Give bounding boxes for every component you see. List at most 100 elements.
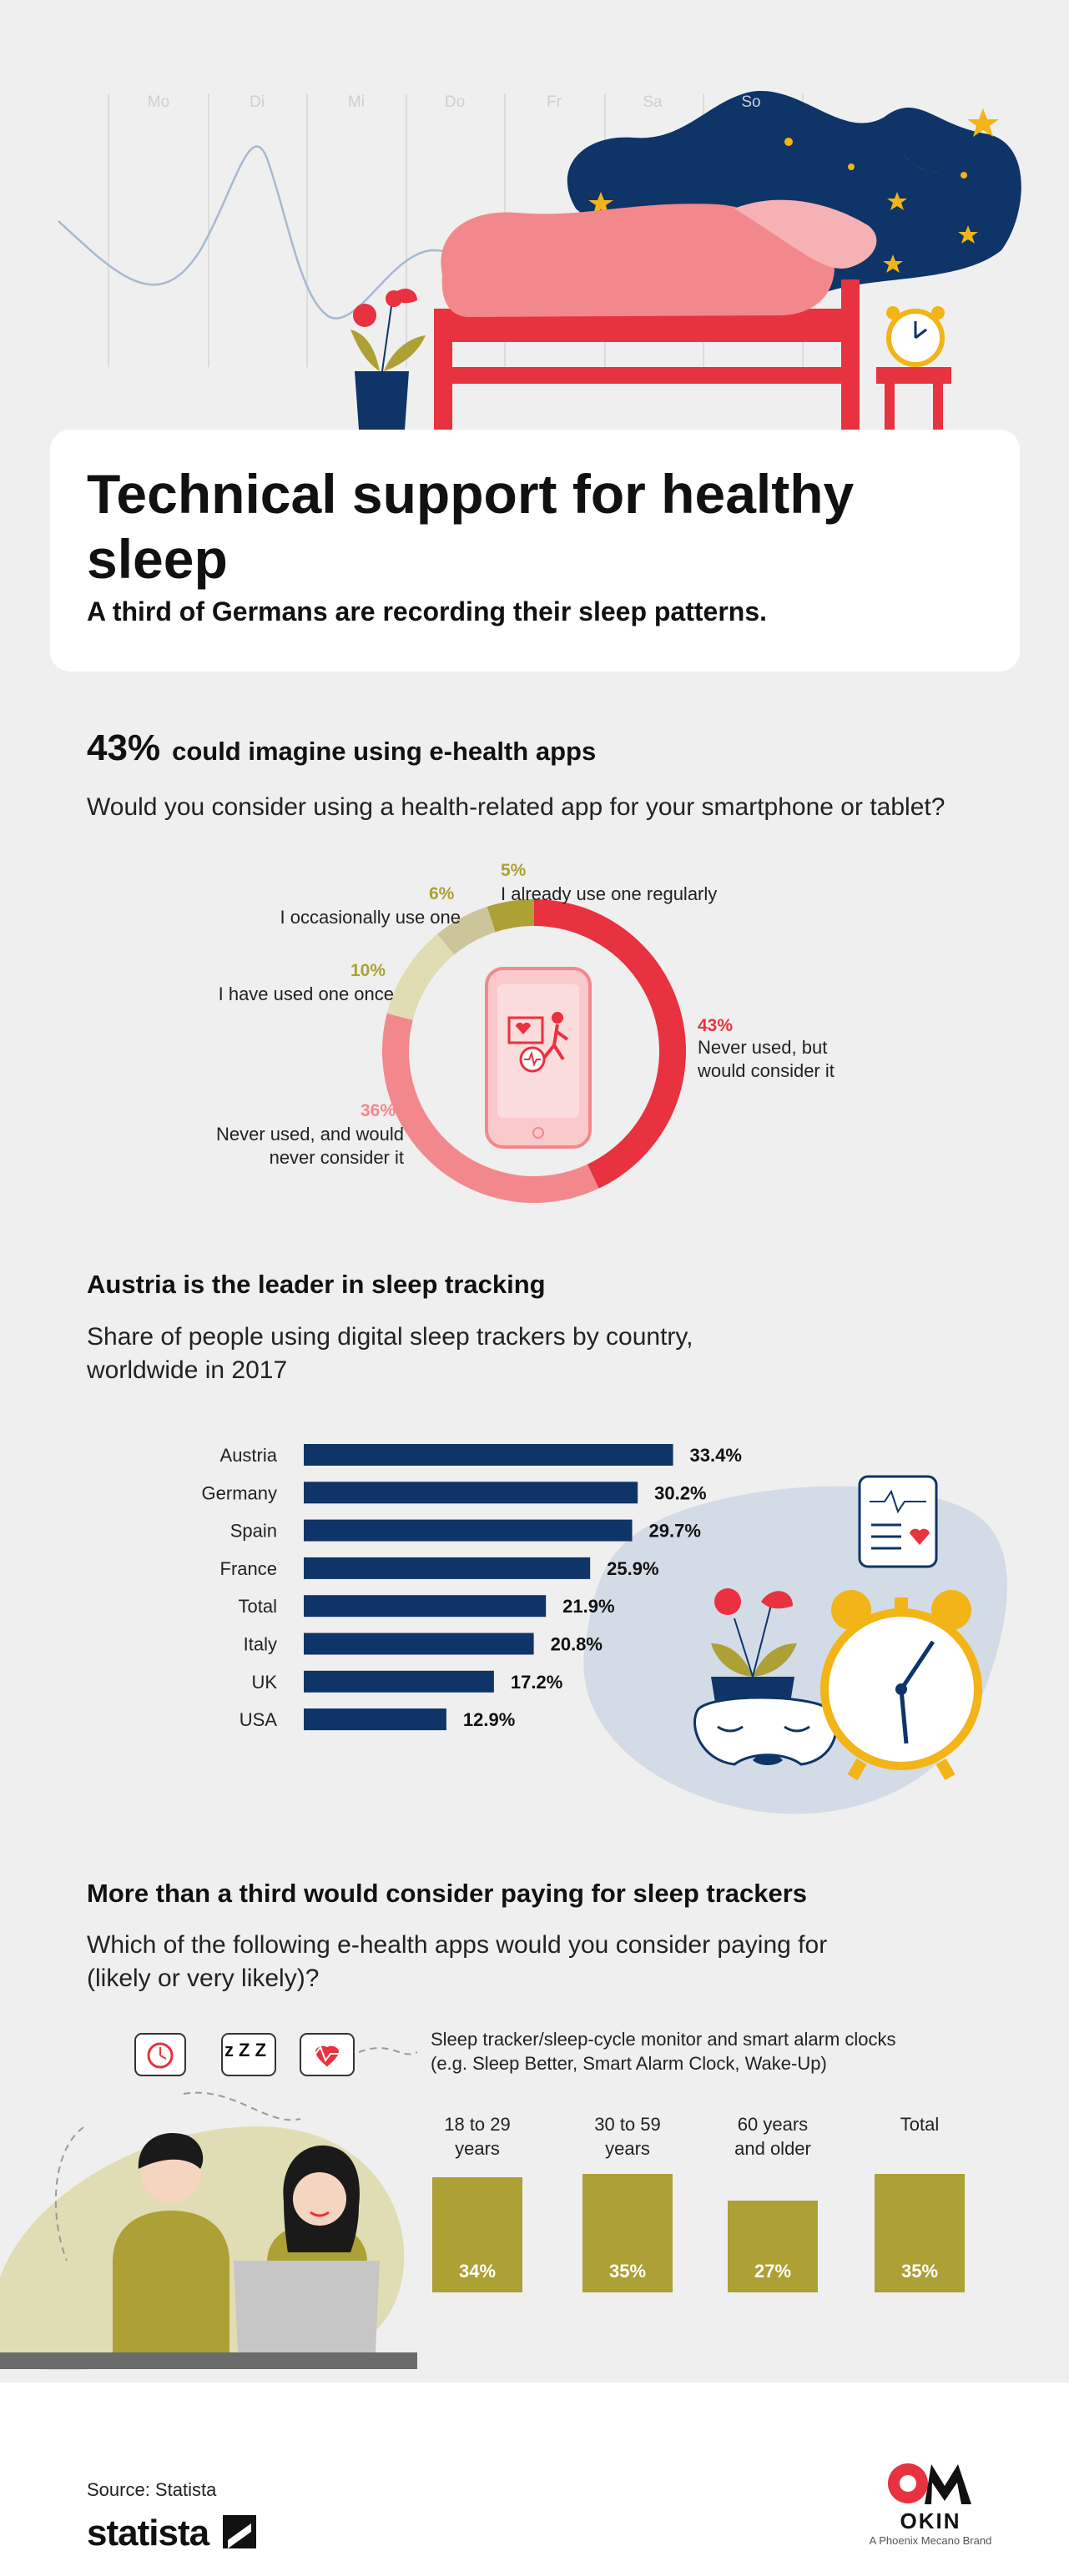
age-bar-value-label: 34%: [458, 2261, 497, 2282]
donut-slice: [534, 899, 686, 1189]
question-line: Share of people using digital sleep trac…: [87, 1323, 693, 1351]
slice-percent: 36%: [361, 1101, 396, 1120]
bar: [304, 1595, 547, 1618]
section-heading: 43% could imagine using e-health apps: [87, 727, 596, 769]
headline-percent: 43%: [87, 727, 161, 768]
nightstand: [876, 306, 951, 434]
question-text: Share of people using digital sleep trac…: [87, 1321, 693, 1387]
bar-category-label: Germany: [202, 1482, 277, 1503]
slice-label: I have used one once: [218, 984, 394, 1004]
statista-logo-text: statista: [87, 2513, 209, 2553]
age-group-label: 18 to 29 years: [419, 2112, 536, 2161]
bar: [304, 1444, 673, 1466]
age-group-label: 60 years and older: [714, 2112, 831, 2161]
bar-value-label: 25.9%: [607, 1558, 658, 1579]
question-line: (likely or very likely)?: [87, 1965, 320, 1992]
donut-chart: [382, 899, 686, 1203]
bar: [304, 1708, 446, 1731]
section-heading: Austria is the leader in sleep tracking: [87, 1270, 546, 1299]
sub-chart-title-line: (e.g. Sleep Better, Smart Alarm Clock, W…: [431, 2053, 827, 2074]
plant: [350, 288, 426, 430]
sleep-curve-line: [58, 145, 477, 319]
slice-percent: 10%: [350, 961, 386, 980]
age-group-label-line: Total: [900, 2114, 940, 2135]
slice-percent: 43%: [698, 1016, 734, 1035]
bar: [304, 1482, 638, 1504]
slice-percent: 6%: [429, 884, 455, 903]
slice-label: Never used, and would never consider it: [215, 1124, 404, 1168]
sub-chart-title: Sleep tracker/sleep-cycle monitor and sm…: [431, 2027, 896, 2075]
donut-slice: [382, 1013, 599, 1203]
headline-text: could imagine using e-health apps: [172, 737, 597, 766]
day-label: So: [741, 93, 761, 111]
bar-value-label: 33.4%: [690, 1445, 742, 1466]
statista-logo: statista: [87, 2513, 257, 2554]
sub-chart-title-line: Sleep tracker/sleep-cycle monitor and sm…: [431, 2029, 896, 2050]
donut-slice: [487, 899, 534, 933]
phone-icon: [485, 967, 592, 1149]
hero-illustration: [58, 91, 1021, 434]
age-group-label-line: 60 years: [737, 2114, 809, 2135]
bar-value-label: 21.9%: [562, 1596, 614, 1617]
okin-mark-icon: [888, 2463, 971, 2504]
bar-value-label: 29.7%: [649, 1521, 701, 1542]
age-bar: [875, 2173, 965, 2292]
okin-logo-text: OKIN: [900, 2508, 961, 2533]
okin-tagline: A Phoenix Mecano Brand: [869, 2534, 992, 2547]
bar-category-label: Total: [239, 1596, 277, 1617]
day-label: Do: [444, 93, 466, 111]
age-bar: [432, 2176, 522, 2292]
bar-category-label: Italy: [244, 1634, 277, 1655]
day-label: Mo: [147, 93, 170, 111]
bar-value-label: 20.8%: [551, 1634, 603, 1655]
age-group-label-line: years: [605, 2138, 650, 2159]
zzz-text: z Z Z: [224, 2040, 267, 2060]
page-subtitle: A third of Germans are recording their s…: [87, 596, 768, 626]
bar: [304, 1557, 591, 1579]
people-illustration: [0, 2033, 418, 2371]
question-text: Which of the following e-health apps wou…: [87, 1929, 827, 1995]
statista-mark-icon: [223, 2515, 257, 2548]
age-bar-value-label: 35%: [608, 2261, 647, 2282]
country-bar-chart: Austria 33.4% Germany 30.2% Spain 29.7% France…: [202, 1444, 742, 1731]
question-line: Which of the following e-health apps wou…: [87, 1931, 828, 1959]
question-line: worldwide in 2017: [87, 1356, 288, 1384]
bar-category-label: France: [220, 1558, 277, 1579]
age-group-label-line: years: [455, 2138, 500, 2159]
age-group-label: Total: [861, 2112, 978, 2136]
bar-category-label: UK: [251, 1672, 277, 1693]
bar-value-label: 12.9%: [463, 1709, 515, 1730]
bar-category-label: Austria: [220, 1445, 278, 1466]
source-text: Source: Statista: [87, 2479, 217, 2500]
slice-label: I already use one regularly: [501, 883, 718, 904]
age-group-label: 30 to 59 years: [569, 2112, 686, 2161]
bar-value-label: 30.2%: [654, 1482, 706, 1503]
slice-label: I occasionally use one: [280, 907, 461, 928]
age-group-label-line: 18 to 29: [444, 2114, 511, 2135]
bar-category-label: Spain: [230, 1521, 277, 1542]
section-heading: More than a third would consider paying …: [87, 1879, 808, 1908]
page-title: Technical support for healthy sleep: [87, 463, 855, 590]
age-group-label-line: 30 to 59: [594, 2114, 661, 2135]
bar-value-label: 17.2%: [511, 1672, 562, 1693]
donut-slice: [386, 933, 455, 1020]
bar: [304, 1519, 633, 1542]
day-label: Sa: [643, 93, 663, 111]
slice-percent: 5%: [501, 861, 527, 880]
bar: [304, 1670, 494, 1693]
day-label: Fr: [547, 93, 562, 111]
age-bar: [582, 2173, 673, 2292]
alarm-clock-illustration: [583, 1475, 1007, 1814]
age-bar: [728, 2201, 818, 2292]
bar-category-label: USA: [240, 1709, 278, 1730]
blanket: [441, 204, 835, 317]
age-bar-value-label: 35%: [900, 2261, 939, 2282]
title-card: Technical support for healthy sleep A th…: [50, 430, 1020, 672]
age-bar-value-label: 27%: [754, 2261, 792, 2282]
slice-label: Never used, but would consider it: [698, 1037, 835, 1081]
donut-slice: [436, 906, 496, 955]
day-label: Mi: [347, 93, 366, 111]
okin-logo: OKIN A Phoenix Mecano Brand: [868, 2461, 993, 2547]
age-group-label-line: and older: [734, 2138, 811, 2159]
infographic-background: Mo Di Mi Do Fr Sa So Technical support f…: [0, 0, 1069, 2382]
